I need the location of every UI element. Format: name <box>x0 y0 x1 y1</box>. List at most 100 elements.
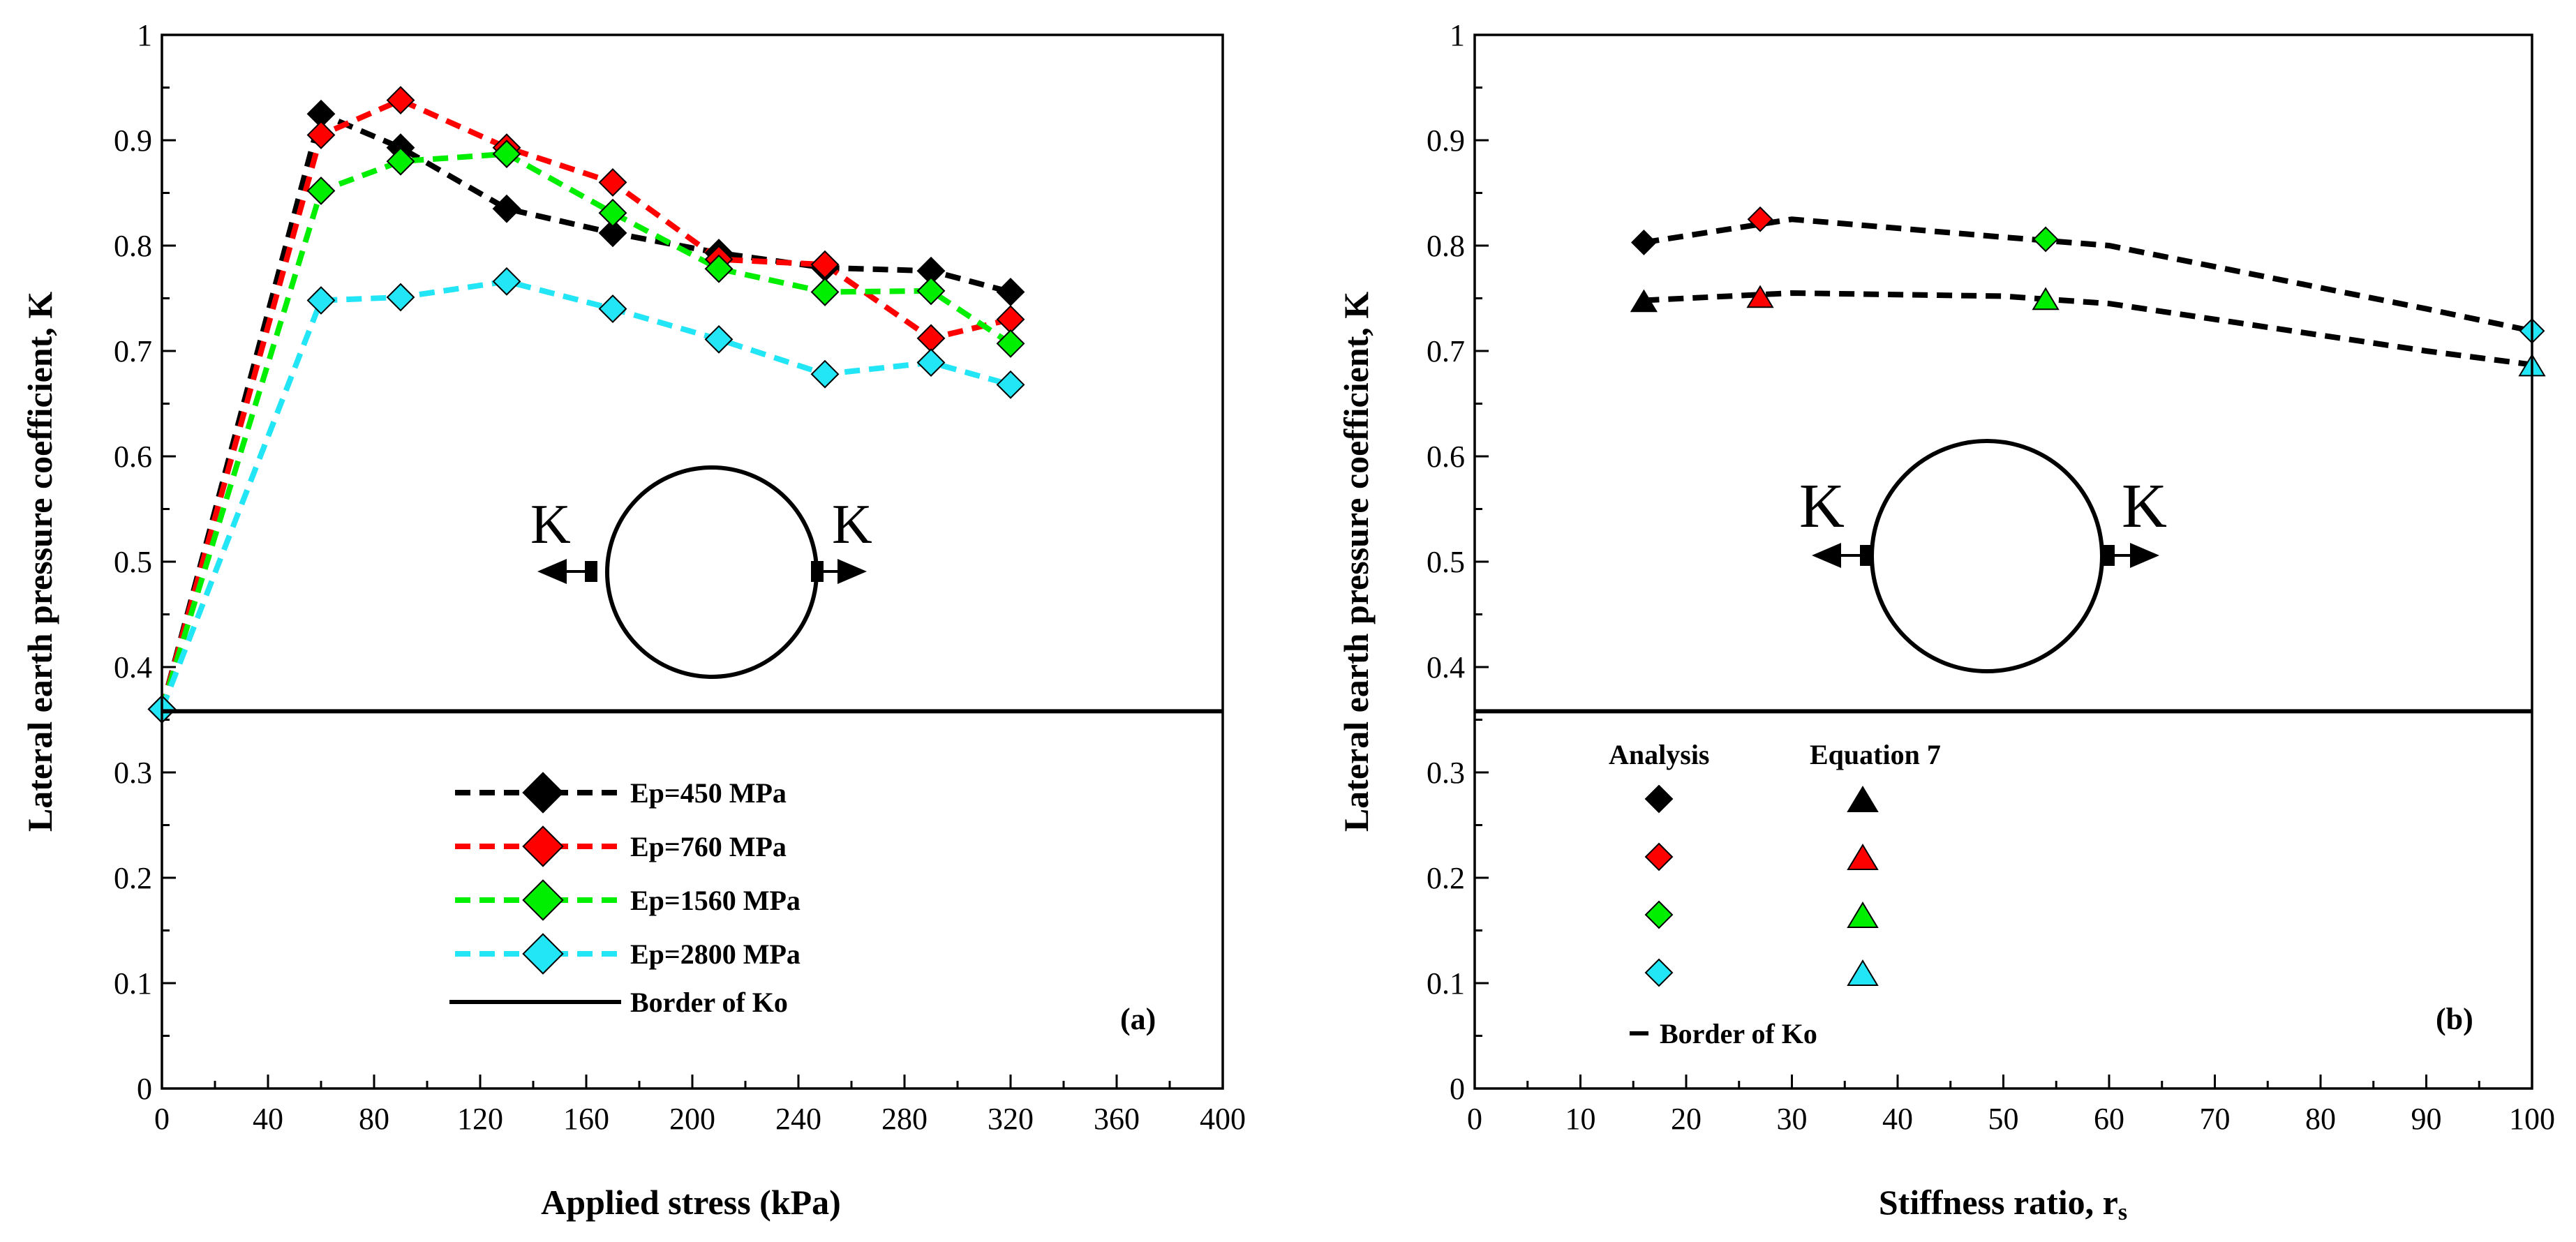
series-line-0 <box>159 110 1012 710</box>
panel-b-x-tick-label: 100 <box>2509 1102 2555 1136</box>
analysis-point-0 <box>1630 230 1657 255</box>
equation-point-2 <box>2032 287 2060 310</box>
series-1-point <box>996 305 1025 334</box>
series-3-point <box>996 370 1025 399</box>
panel-b-x-tick-label: 70 <box>2200 1102 2231 1136</box>
left-plate-icon <box>585 561 597 582</box>
panel-b-y-tick-label: 0.2 <box>1427 861 1465 895</box>
panel-b-x-tick-label: 20 <box>1671 1102 1702 1136</box>
panel-b-x-tick-label: 0 <box>1467 1102 1482 1136</box>
panel-b-x-tick-label: 90 <box>2411 1102 2442 1136</box>
series-2-point <box>386 147 415 176</box>
series-line-3 <box>159 278 1012 710</box>
panel-a-y-tick-label: 0.6 <box>114 440 152 474</box>
equation-point-0 <box>1630 289 1658 313</box>
panel-b-ticks: 0 10 20 30 40 50 60 70 80 90 100 0 0.1 0.2 0.3 0.4 0.5 0.… <box>1427 18 2555 1136</box>
panel-b-x-tick-label: 10 <box>1565 1102 1596 1136</box>
series-3-point <box>386 283 415 312</box>
panel-b-x-tick-label: 40 <box>1882 1102 1913 1136</box>
right-arrow-head-icon <box>2130 543 2159 568</box>
legend-equation-marker-2 <box>1847 901 1879 928</box>
series-3-point <box>598 294 627 324</box>
right-arrow-head-icon <box>837 559 867 584</box>
panel-b-y-tick-label: 0.9 <box>1427 124 1465 158</box>
inset-k-right: K <box>832 494 872 555</box>
legend-analysis-marker-3 <box>1644 958 1674 987</box>
panel-a-x-axis-title: Applied stress (kPa) <box>541 1183 841 1222</box>
series-3-point <box>306 286 336 315</box>
panel-a-x-tick-label: 360 <box>1094 1102 1140 1136</box>
legend-equation-marker-1 <box>1847 844 1879 870</box>
panel-b-legend: Analysis Equation 7 Border of Ko <box>1609 739 1941 1049</box>
panel-b-y-tick-label: 1 <box>1450 18 1465 52</box>
legend-label-ep450: Ep=450 MPa <box>630 777 787 809</box>
panel-b-x-tick-label: 50 <box>1988 1102 2019 1136</box>
panel-a-y-tick-label: 0.9 <box>114 124 152 158</box>
legend-header-analysis: Analysis <box>1609 739 1710 770</box>
panel-a-legend: Ep=450 MPa Ep=760 MPa Ep=1560 MPa Ep=280… <box>449 772 801 1018</box>
legend-label-ep760: Ep=760 MPa <box>630 831 787 862</box>
panel-b-x-tick-label: 60 <box>2094 1102 2124 1136</box>
series-3-point <box>810 359 840 389</box>
panel-b-frame <box>1473 33 2533 1090</box>
panel-a-y-tick-label: 0.4 <box>114 650 152 684</box>
panel-b-x-tick-label: 30 <box>1777 1102 1808 1136</box>
panel-b-y-tick-label: 0.6 <box>1427 440 1465 474</box>
analysis-point-2 <box>2032 226 2059 253</box>
legend-label-border-ko: Border of Ko <box>1660 1018 1817 1049</box>
panel-a-y-tick-label: 1 <box>137 18 152 52</box>
panel-a-y-tick-label: 0.8 <box>114 229 152 263</box>
panel-b-y-tick-label: 0.4 <box>1427 650 1465 684</box>
left-plate-icon <box>1860 545 1873 566</box>
panel-a-x-tick-label: 0 <box>154 1102 170 1136</box>
panel-b-y-tick-label: 0.1 <box>1427 966 1465 1001</box>
panel-a-y-tick-label: 0.1 <box>114 966 152 1001</box>
series-2-point <box>916 276 946 306</box>
panel-b-label: (b) <box>2436 1002 2473 1036</box>
legend-header-equation: Equation 7 <box>1810 739 1941 770</box>
panel-b-y-tick-label: 0 <box>1450 1072 1465 1106</box>
panel-a-x-tick-label: 200 <box>669 1102 715 1136</box>
panel-a-x-tick-label: 280 <box>881 1102 928 1136</box>
panel-b-inset-diagram: K K <box>1799 439 2167 673</box>
panel-a-ticks: 0 40 80 120 160 200 240 280 320 360 400 0 0.1 0.2 0.3 0… <box>114 18 1246 1136</box>
left-arrow-head-icon <box>537 559 567 584</box>
series-0-point <box>996 278 1025 306</box>
series-0-point <box>598 218 627 248</box>
panel-a-y-axis-title: Lateral earth pressure coefficient, K <box>20 292 59 832</box>
series-3-point <box>916 348 946 377</box>
panel-a-x-tick-label: 80 <box>359 1102 389 1136</box>
series-2-point <box>598 198 627 227</box>
panel-a-x-tick-label: 320 <box>988 1102 1034 1136</box>
legend-equation-marker-3 <box>1847 959 1879 986</box>
series-2-point <box>492 140 521 169</box>
inset-k-right: K <box>2122 472 2167 541</box>
panel-b-y-tick-label: 0.3 <box>1427 756 1465 790</box>
panel-b-x-tick-label: 80 <box>2305 1102 2336 1136</box>
panel-a-y-tick-label: 0.7 <box>114 334 152 368</box>
inset-k-left: K <box>1799 472 1845 541</box>
legend-label-border-ko: Border of Ko <box>630 987 788 1018</box>
series-3-point <box>492 267 521 296</box>
panel-a-y-tick-label: 0 <box>137 1072 152 1106</box>
equation-point-1 <box>1746 285 1774 308</box>
legend-analysis-marker-0 <box>1644 784 1674 814</box>
legend-marker-ep1560 <box>522 879 564 921</box>
legend-marker-ep760 <box>522 825 564 867</box>
panel-a-frame <box>161 33 1224 1090</box>
tunnel-circle-icon <box>1870 439 2104 673</box>
panel-a-x-tick-label: 240 <box>775 1102 821 1136</box>
series-1-point <box>916 324 946 353</box>
panel-a-label: (a) <box>1120 1002 1156 1036</box>
series-1-point <box>306 121 336 149</box>
panel-b: 0 10 20 30 40 50 60 70 80 90 100 0 0.1 0.2 0.3 0.4 0.5 0.… <box>1337 18 2555 1225</box>
inset-k-left: K <box>530 494 571 555</box>
series-3-point <box>704 324 734 354</box>
series-1-point <box>386 86 415 115</box>
series-2-point <box>996 329 1025 358</box>
panel-a-inset-diagram: K K <box>530 465 872 679</box>
panel-a-y-tick-label: 0.2 <box>114 861 152 895</box>
series-0-point <box>492 194 521 223</box>
panel-b-x-axis-title: Stiffness ratio, rs <box>1879 1183 2127 1225</box>
panel-b-equation-curve <box>1644 290 2533 368</box>
